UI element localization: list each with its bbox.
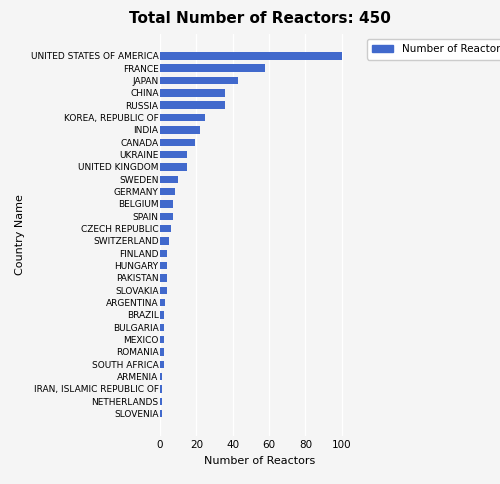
Bar [160, 361, 164, 368]
Bar [160, 151, 188, 158]
Bar [160, 287, 168, 294]
Bar [160, 102, 226, 109]
Bar [160, 176, 178, 183]
Bar [160, 336, 164, 343]
Bar [160, 299, 166, 306]
X-axis label: Number of Reactors: Number of Reactors [204, 456, 316, 466]
Bar [160, 225, 171, 232]
Bar [160, 200, 172, 208]
Legend: Number of Reactors: Number of Reactors [367, 39, 500, 60]
Bar [160, 262, 168, 269]
Bar [160, 324, 164, 331]
Bar [160, 250, 168, 257]
Bar [160, 385, 162, 393]
Bar [160, 237, 169, 244]
Bar [160, 89, 226, 96]
Bar [160, 163, 188, 170]
Bar [160, 274, 168, 282]
Bar [160, 64, 266, 72]
Bar [160, 77, 238, 84]
Bar [160, 348, 164, 356]
Bar [160, 138, 194, 146]
Bar [160, 114, 206, 121]
Bar [160, 311, 164, 318]
Bar [160, 212, 172, 220]
Bar [160, 397, 162, 405]
Bar [160, 410, 162, 417]
Bar [160, 52, 342, 60]
Title: Total Number of Reactors: 450: Total Number of Reactors: 450 [129, 11, 391, 26]
Bar [160, 373, 162, 380]
Y-axis label: Country Name: Country Name [16, 194, 26, 275]
Bar [160, 188, 174, 195]
Bar [160, 126, 200, 134]
